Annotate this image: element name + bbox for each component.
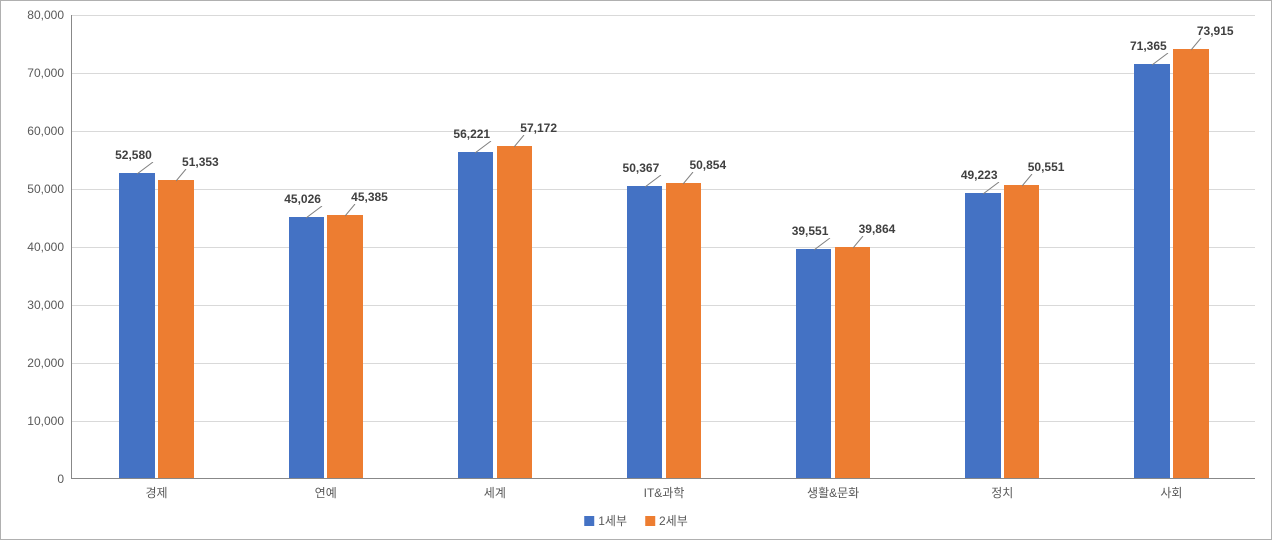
x-axis-tick-label: 경제 xyxy=(146,484,168,501)
legend: 1세부 2세부 xyxy=(584,512,688,529)
y-axis-tick-label: 30,000 xyxy=(27,298,64,312)
bar-1세부 xyxy=(458,152,494,478)
bar-value-label: 50,367 xyxy=(623,161,660,175)
x-axis-tick-label: IT&과학 xyxy=(644,484,685,501)
gridline xyxy=(72,15,1255,16)
y-axis-tick-label: 0 xyxy=(57,472,64,486)
bar-2세부 xyxy=(327,215,363,478)
x-axis-tick-label: 연예 xyxy=(315,484,337,501)
bar-value-label: 45,026 xyxy=(284,192,321,206)
plot-area: 010,00020,00030,00040,00050,00060,00070,… xyxy=(71,15,1255,479)
legend-swatch xyxy=(584,516,594,526)
gridline xyxy=(72,305,1255,306)
bar-value-label: 51,353 xyxy=(182,155,219,169)
bar-1세부 xyxy=(119,173,155,478)
bar-2세부 xyxy=(666,183,702,478)
x-axis-tick-label: 세계 xyxy=(484,484,506,501)
gridline xyxy=(72,189,1255,190)
y-axis-tick-label: 60,000 xyxy=(27,124,64,138)
bar-value-label: 57,172 xyxy=(520,121,557,135)
bar-value-label: 73,915 xyxy=(1197,24,1234,38)
legend-item: 2세부 xyxy=(645,512,688,529)
x-axis-tick-label: 사회 xyxy=(1160,484,1182,501)
gridline xyxy=(72,73,1255,74)
y-axis-tick-label: 10,000 xyxy=(27,414,64,428)
gridline xyxy=(72,363,1255,364)
gridline xyxy=(72,421,1255,422)
legend-swatch xyxy=(645,516,655,526)
bar-value-label: 45,385 xyxy=(351,190,388,204)
bar-1세부 xyxy=(627,186,663,478)
bar-chart: 0 10,000 20,000 30,000 40,000 50,000 60,000 70,… xyxy=(0,0,1272,540)
bar-value-label: 39,551 xyxy=(792,224,829,238)
bar-2세부 xyxy=(497,146,533,478)
x-axis-tick-label: 정치 xyxy=(991,484,1013,501)
x-axis-tick-label: 생활&문화 xyxy=(807,484,859,501)
gridline xyxy=(72,131,1255,132)
bar-value-label: 49,223 xyxy=(961,168,998,182)
y-axis-tick-label: 70,000 xyxy=(27,66,64,80)
y-axis-tick-label: 20,000 xyxy=(27,356,64,370)
bar-value-label: 50,854 xyxy=(689,158,726,172)
bar-value-label: 52,580 xyxy=(115,148,152,162)
legend-item: 1세부 xyxy=(584,512,627,529)
bar-value-label: 50,551 xyxy=(1028,160,1065,174)
y-axis-tick-label: 50,000 xyxy=(27,182,64,196)
y-axis-tick-label: 80,000 xyxy=(27,8,64,22)
gridline xyxy=(72,247,1255,248)
bar-2세부 xyxy=(1173,49,1209,478)
bar-1세부 xyxy=(289,217,325,478)
bar-1세부 xyxy=(1134,64,1170,478)
bar-value-label: 39,864 xyxy=(859,222,896,236)
legend-label: 1세부 xyxy=(598,512,627,529)
bar-1세부 xyxy=(796,249,832,478)
bar-1세부 xyxy=(965,193,1001,478)
bar-value-label: 56,221 xyxy=(453,127,490,141)
bar-2세부 xyxy=(158,180,194,478)
legend-label: 2세부 xyxy=(659,512,688,529)
y-axis-tick-label: 40,000 xyxy=(27,240,64,254)
bar-value-label: 71,365 xyxy=(1130,39,1167,53)
bar-2세부 xyxy=(835,247,871,478)
bar-2세부 xyxy=(1004,185,1040,478)
